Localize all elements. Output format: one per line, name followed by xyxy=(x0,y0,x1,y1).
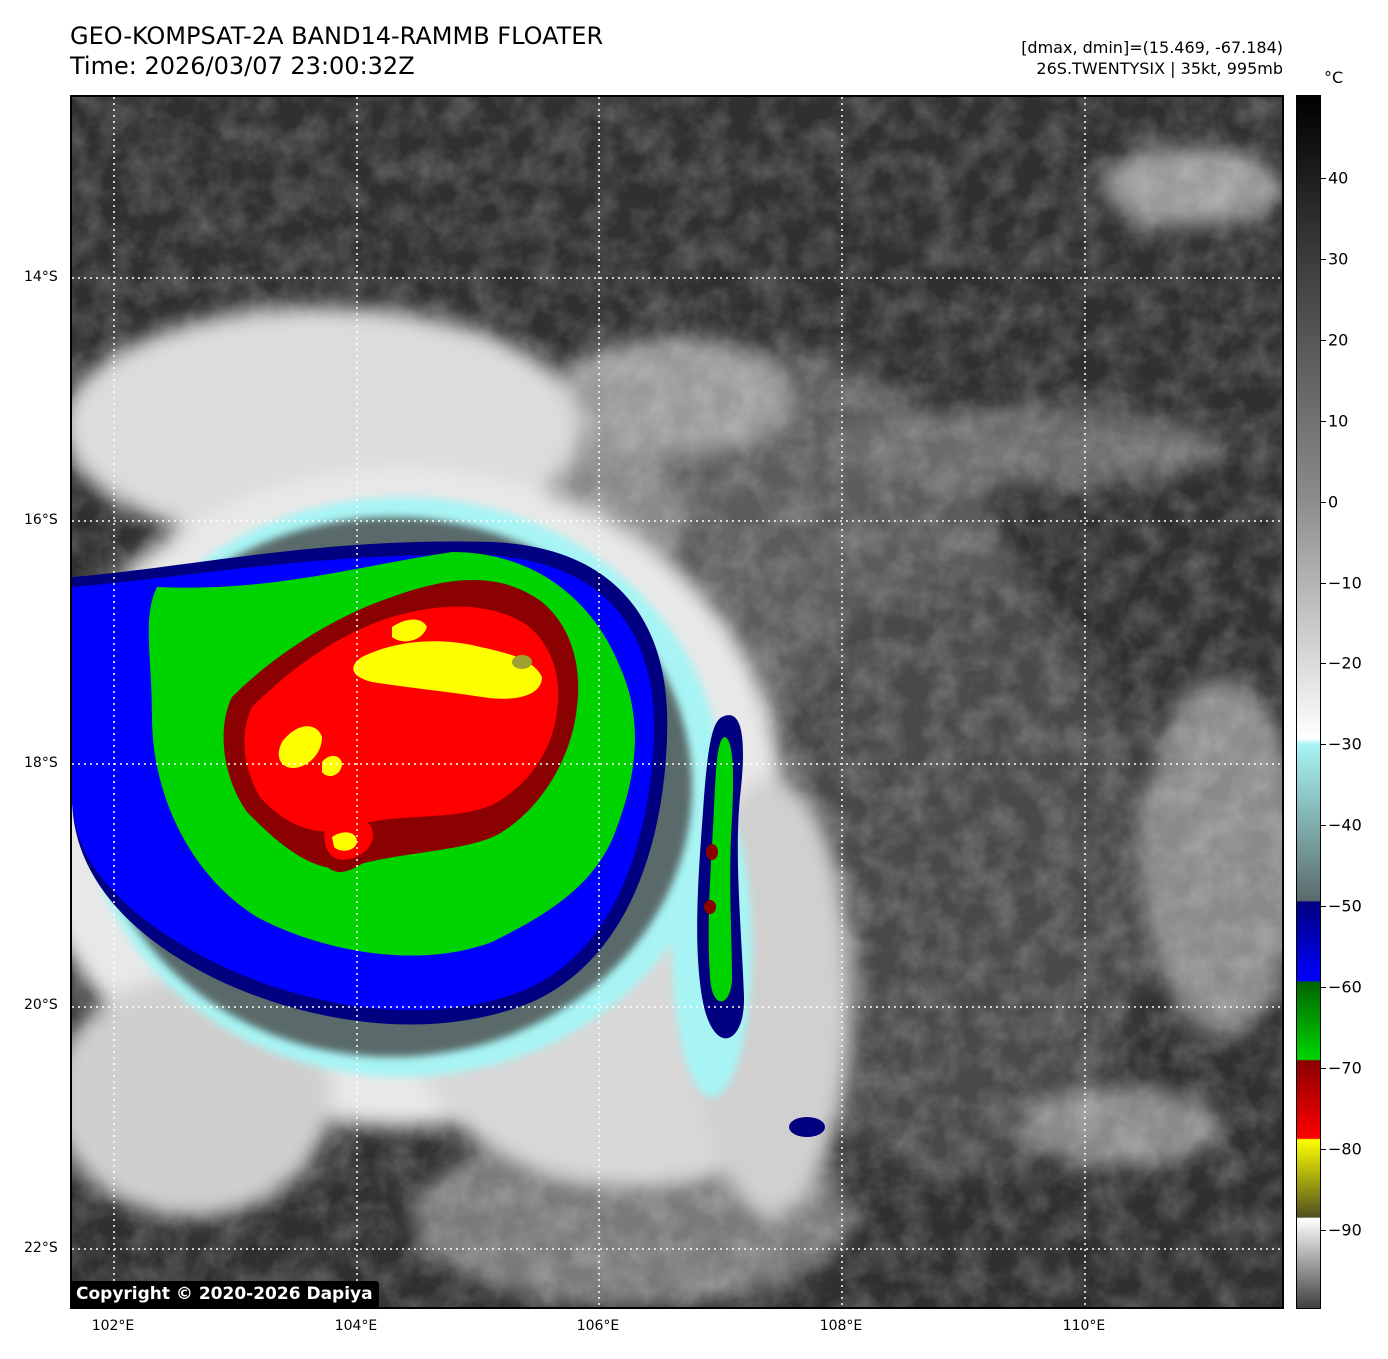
lon-label-106e: 106°E xyxy=(576,1318,620,1334)
colorbar-tick-mark xyxy=(1321,1148,1326,1150)
colorbar-tick-label: 30 xyxy=(1328,249,1349,269)
image-title: GEO-KOMPSAT-2A BAND14-RAMMB FLOATER xyxy=(70,22,604,50)
temperature-colorbar xyxy=(1296,95,1321,1309)
colorbar-tick-mark xyxy=(1321,339,1326,341)
dmax-dmin-readout: [dmax, dmin]=(15.469, -67.184) xyxy=(1021,38,1283,57)
storm-info: 26S.TWENTYSIX | 35kt, 995mb xyxy=(1036,59,1283,78)
colorbar-tick-mark xyxy=(1321,178,1326,179)
lat-label-22s: 22°S xyxy=(24,1240,58,1256)
lon-label-102e: 102°E xyxy=(91,1318,135,1334)
lon-label-104e: 104°E xyxy=(334,1318,378,1334)
colorbar-tick-label: −40 xyxy=(1328,815,1362,835)
ir-satellite-image xyxy=(72,97,1282,1307)
colorbar-unit-label: °C xyxy=(1324,68,1344,87)
lat-label-18s: 18°S xyxy=(24,755,58,771)
colorbar-tick-mark xyxy=(1321,744,1326,746)
colorbar-tick-mark xyxy=(1321,825,1326,827)
colorbar-tick-mark xyxy=(1321,663,1326,665)
colorbar-tick-mark xyxy=(1321,987,1326,988)
colorbar-tick-label: 0 xyxy=(1328,492,1339,512)
lon-label-108e: 108°E xyxy=(819,1318,863,1334)
colorbar-tick-mark xyxy=(1321,258,1326,260)
lat-label-14s: 14°S xyxy=(24,269,58,285)
lat-label-16s: 16°S xyxy=(24,512,58,528)
colorbar-tick-mark xyxy=(1321,582,1326,584)
colorbar-tick-label: 20 xyxy=(1328,330,1349,350)
colorbar-tick-label: 10 xyxy=(1328,411,1349,431)
colorbar-tick-mark xyxy=(1321,501,1326,503)
colorbar-tick-label: −30 xyxy=(1328,734,1362,754)
colorbar-tick-mark xyxy=(1321,906,1326,908)
lon-label-110e: 110°E xyxy=(1062,1318,1106,1334)
image-timestamp: Time: 2026/03/07 23:00:32Z xyxy=(70,52,415,80)
colorbar-tick-label: −20 xyxy=(1328,653,1362,673)
colorbar-tick-mark xyxy=(1321,420,1326,422)
colorbar-tick-label: −50 xyxy=(1328,896,1362,916)
colorbar-tick-label: −90 xyxy=(1328,1220,1362,1240)
colorbar-tick-mark xyxy=(1321,1229,1326,1231)
copyright-notice: Copyright © 2020-2026 Dapiya xyxy=(71,1281,379,1308)
colorbar-tick-label: −70 xyxy=(1328,1058,1362,1078)
lat-label-20s: 20°S xyxy=(24,997,58,1013)
colorbar-tick-label: −80 xyxy=(1328,1139,1362,1159)
colorbar-tick-label: −60 xyxy=(1328,977,1362,997)
colorbar-tick-label: 40 xyxy=(1328,168,1349,188)
colorbar-tick-label: −10 xyxy=(1328,573,1362,592)
satellite-imagery-map xyxy=(70,95,1284,1309)
colorbar-tick-mark xyxy=(1321,1067,1326,1069)
